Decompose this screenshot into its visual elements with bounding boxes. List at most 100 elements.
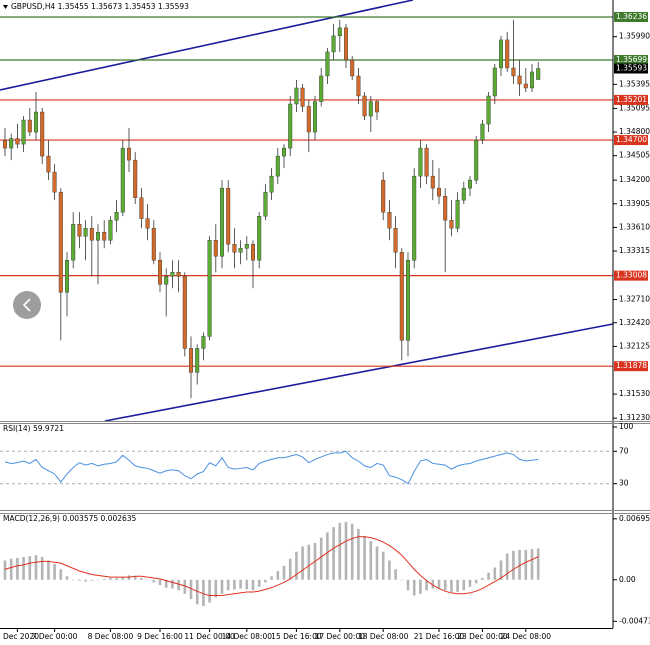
x-tick-label: 3 Dec 2020	[0, 632, 39, 641]
candle-body	[449, 219, 454, 229]
candle-body	[77, 224, 82, 237]
macd-bar	[251, 579, 255, 591]
y-tick-label: 1.35095	[619, 103, 650, 112]
macd-bar	[245, 579, 249, 590]
macd-bar	[115, 578, 118, 580]
candle-body	[182, 276, 187, 349]
x-tick-label: 23 Dec 00:00	[457, 632, 508, 641]
macd-bar	[264, 579, 267, 583]
macd-bar	[214, 579, 218, 598]
macd-bar	[233, 579, 236, 590]
candle-body	[188, 348, 193, 373]
candle-body	[474, 139, 479, 181]
candle-body	[517, 75, 522, 85]
macd-title: MACD(12,26,9) 0.003575 0.002635	[3, 514, 137, 523]
macd-bar	[102, 578, 106, 580]
x-tick-label: 11 Dec 00:00	[184, 632, 235, 641]
level-label: 1.35201	[616, 95, 647, 104]
x-tick-label: 21 Dec 16:00	[414, 632, 465, 641]
macd-bar	[493, 567, 497, 580]
candle-body	[523, 83, 528, 89]
chevron-icon[interactable]	[22, 298, 31, 312]
macd-bar	[369, 541, 373, 580]
symbol-header: GBPUSD,H4 1.35455 1.35673 1.35453 1.3559…	[11, 2, 189, 11]
macd-bar	[307, 544, 311, 580]
x-tick-label: 24 Dec 08:00	[501, 632, 552, 641]
level-label-box	[614, 270, 648, 281]
candle-body	[437, 187, 442, 197]
macd-bar	[450, 579, 453, 593]
candle-body	[300, 87, 305, 107]
candle-body	[164, 276, 169, 285]
macd-bar	[288, 558, 292, 580]
y-tick-label: 1.31530	[619, 389, 650, 398]
macd-bar	[226, 579, 230, 591]
y-tick-label: 1.34505	[619, 151, 650, 160]
candle-body	[412, 175, 417, 261]
macd-bar	[96, 579, 100, 581]
level-label: 1.31878	[616, 361, 647, 370]
macd-bar	[65, 576, 69, 580]
candle-body	[424, 147, 429, 177]
macd-bar	[71, 579, 75, 581]
y-tick-label: 1.35990	[619, 32, 650, 41]
candle-body	[499, 39, 504, 69]
macd-bar	[239, 579, 242, 589]
macd-bar	[109, 578, 112, 580]
macd-bar	[344, 521, 348, 580]
macd-bar	[524, 549, 528, 580]
candle-body	[387, 211, 392, 229]
y-tick-label: 1.31230	[619, 413, 650, 422]
macd-bar	[437, 579, 441, 589]
candle-body	[195, 348, 200, 373]
candle-body	[275, 155, 280, 177]
macd-bar	[338, 522, 342, 580]
candle-body	[468, 179, 473, 189]
trend-line	[104, 323, 614, 422]
candle-body	[9, 138, 14, 149]
candle-body	[71, 224, 76, 261]
candle-body	[89, 228, 94, 241]
macd-bar	[363, 535, 366, 580]
candle-body	[430, 175, 435, 189]
candle-body	[52, 171, 57, 193]
macd-bar	[78, 579, 81, 581]
macd-bar	[388, 560, 391, 580]
macd-bar	[53, 563, 56, 580]
menu-triangle[interactable]	[3, 5, 8, 9]
candle-body	[269, 175, 274, 193]
y-tick-label: 1.32125	[619, 341, 650, 350]
macd-bar	[47, 560, 50, 580]
candle-body	[170, 272, 175, 277]
candle-body	[288, 103, 293, 149]
rsi-line	[4, 450, 539, 485]
macd-bar	[121, 577, 125, 580]
candle-body	[399, 252, 404, 341]
candle-body	[461, 187, 466, 201]
macd-bar	[394, 569, 397, 580]
macd-bar	[375, 546, 379, 580]
macd-bar	[301, 546, 304, 580]
candle-body	[108, 219, 113, 241]
signal-line	[4, 536, 539, 597]
macd-bar	[171, 579, 174, 589]
x-tick-label: 15 Dec 16:00	[271, 632, 322, 641]
y-tick-label: 1.33315	[619, 246, 650, 255]
macd-bar	[512, 550, 515, 580]
macd-bar	[164, 579, 168, 588]
button-circle[interactable]	[13, 291, 41, 319]
macd-bar	[431, 579, 435, 589]
macd-bar	[332, 527, 335, 580]
level-label-box	[614, 94, 648, 105]
macd-bar	[468, 579, 472, 587]
x-tick-label: 18 Dec 08:00	[358, 632, 409, 641]
scroll-left-button[interactable]	[13, 291, 41, 319]
candle-body	[511, 67, 516, 77]
macd-bar	[158, 579, 162, 586]
candle-body	[213, 240, 218, 257]
macd-bar	[282, 565, 286, 580]
candle-body	[331, 35, 336, 53]
candle-body	[536, 68, 541, 80]
candle-body	[201, 336, 206, 349]
y-tick-label: 100	[619, 422, 634, 431]
